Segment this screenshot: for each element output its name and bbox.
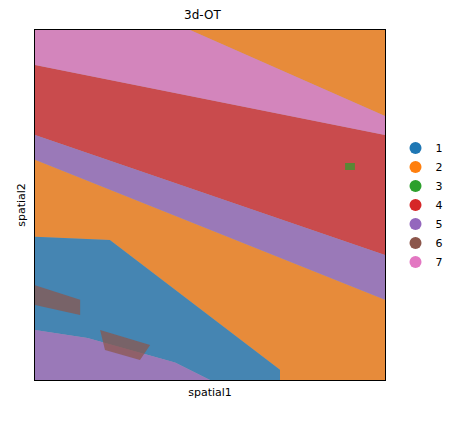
svg-text:4: 4 bbox=[436, 199, 443, 212]
svg-text:5: 5 bbox=[436, 218, 443, 231]
svg-text:7: 7 bbox=[436, 256, 443, 269]
svg-text:3d-OT: 3d-OT bbox=[184, 8, 221, 22]
svg-text:6: 6 bbox=[436, 237, 443, 250]
svg-text:spatial1: spatial1 bbox=[188, 386, 232, 399]
svg-text:3: 3 bbox=[436, 180, 443, 193]
svg-text:spatial2: spatial2 bbox=[15, 183, 28, 227]
svg-text:2: 2 bbox=[436, 161, 443, 174]
svg-text:1: 1 bbox=[436, 142, 443, 155]
